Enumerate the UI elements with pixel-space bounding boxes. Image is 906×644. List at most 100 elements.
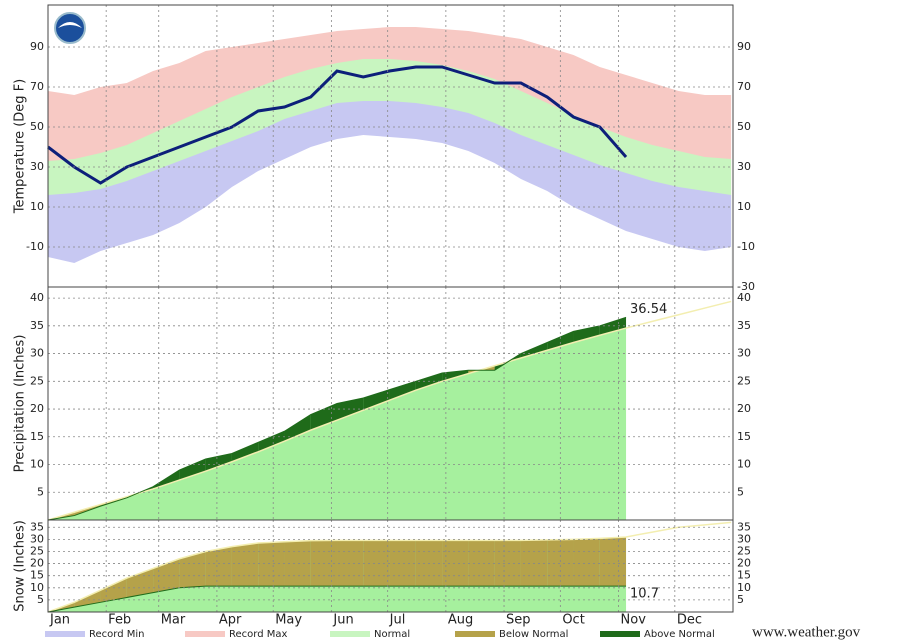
y-tick-label-right: 20 [737,402,751,415]
departure-band [573,325,600,343]
y-tick-label-right: 30 [737,347,751,360]
departure-band [363,540,390,587]
y-tick-label: -10 [26,240,44,253]
legend-label: Record Min [89,629,144,640]
y-tick-label-right: 15 [737,569,751,582]
departure-band [310,403,338,431]
y-tick-label-right: 20 [737,557,751,570]
departure-band [284,540,311,587]
y-tick-label-right: 5 [737,485,744,498]
y-tick-label: 20 [30,557,44,570]
departure-band [547,539,574,587]
x-tick-label: Apr [219,613,242,628]
legend-label: Above Normal [644,629,715,640]
y-tick-label: 15 [30,569,44,582]
logo-bird [58,22,82,28]
legend-label: Normal [374,629,410,640]
departure-band [442,370,469,382]
departure-band [363,389,390,411]
y-tick-label: 70 [30,80,44,93]
x-tick-label: Dec [677,613,702,628]
y-axis-label: Precipitation (Inches) [13,335,28,473]
y-tick-label: 30 [30,347,44,360]
x-tick-label: Jul [389,613,406,628]
y-tick-label: 35 [30,520,44,533]
x-tick-label: Mar [161,613,186,628]
departure-band [468,540,495,587]
departure-band [231,543,259,587]
x-tick-label: May [275,613,302,628]
departure-band [520,539,548,587]
logo [54,12,86,44]
departure-band [599,536,627,587]
x-tick-label: Feb [108,613,131,628]
departure-band [258,431,285,452]
normal-line [47,300,732,521]
y-tick-label-right: 15 [737,430,751,443]
y-tick-label: 10 [30,458,44,471]
departure-band [100,578,127,603]
y-tick-label: 25 [30,544,44,557]
y-tick-label-right: -30 [737,280,755,293]
y-tick-label: 30 [30,160,44,173]
departure-band [284,414,311,442]
y-tick-label-right: 25 [737,544,751,557]
departure-band [205,546,232,587]
departure-band [153,558,180,593]
panel: -30 -10 -10 10 10 30 30 50 50 70 70 90 90 Temperature… [13,4,755,293]
panel: 5 5 10 10 15 15 20 20 25 25 30 30 35 35 40 40 Precipitat… [13,286,751,521]
legend-label: Record Max [229,629,287,640]
y-tick-label-right: 35 [737,319,751,332]
normal-line [47,521,732,613]
y-tick-label-right: 30 [737,160,751,173]
departure-band [231,442,259,462]
departure-band [547,331,574,351]
departure-band [599,317,627,336]
y-tick-label-right: 25 [737,374,751,387]
departure-band [573,538,600,587]
departure-band [520,342,548,359]
record-min-area [48,135,732,287]
x-tick-label: Nov [621,613,647,628]
departure-band [126,568,154,598]
y-tick-label: 20 [30,402,44,415]
observed-line [47,65,628,185]
footer: www.weather.gov [752,624,861,640]
y-tick-label: 25 [30,374,44,387]
x-tick-label: Jun [332,613,353,628]
x-tick-label: Oct [562,613,584,628]
departure-band [179,551,206,588]
y-tick-label-right: 50 [737,120,751,133]
y-tick-label: 15 [30,430,44,443]
y-tick-label-right: 5 [737,593,744,606]
y-tick-label-right: 10 [737,581,751,594]
y-tick-label: 5 [37,593,44,606]
observed-line [47,316,627,521]
observed-fill [48,586,627,612]
departure-band [74,590,101,608]
y-tick-label: 40 [30,291,44,304]
y-tick-label-right: 40 [737,291,751,304]
x-tick-label: Aug [448,613,473,628]
y-tick-label-right: 10 [737,458,751,471]
departure-band [258,541,285,587]
x-tick-label: Jan [49,613,70,628]
x-tick-label: Sep [506,613,531,628]
departure-band [337,397,364,421]
y-tick-label-right: 10 [737,200,751,213]
last-value-label: 36.54 [630,302,667,317]
observed-line [47,585,627,613]
y-tick-label: 90 [30,40,44,53]
y-tick-label-right: -10 [737,240,755,253]
y-tick-label-right: 90 [737,40,751,53]
y-tick-label-right: 70 [737,80,751,93]
y-tick-label-right: 35 [737,520,751,533]
y-tick-label: 50 [30,120,44,133]
panel-frame [47,519,734,613]
y-tick-label: 5 [37,485,44,498]
y-axis-label: Temperature (Deg F) [13,79,28,215]
y-tick-label-right: 30 [737,532,751,545]
y-axis-label: Snow (Inches) [13,520,28,612]
